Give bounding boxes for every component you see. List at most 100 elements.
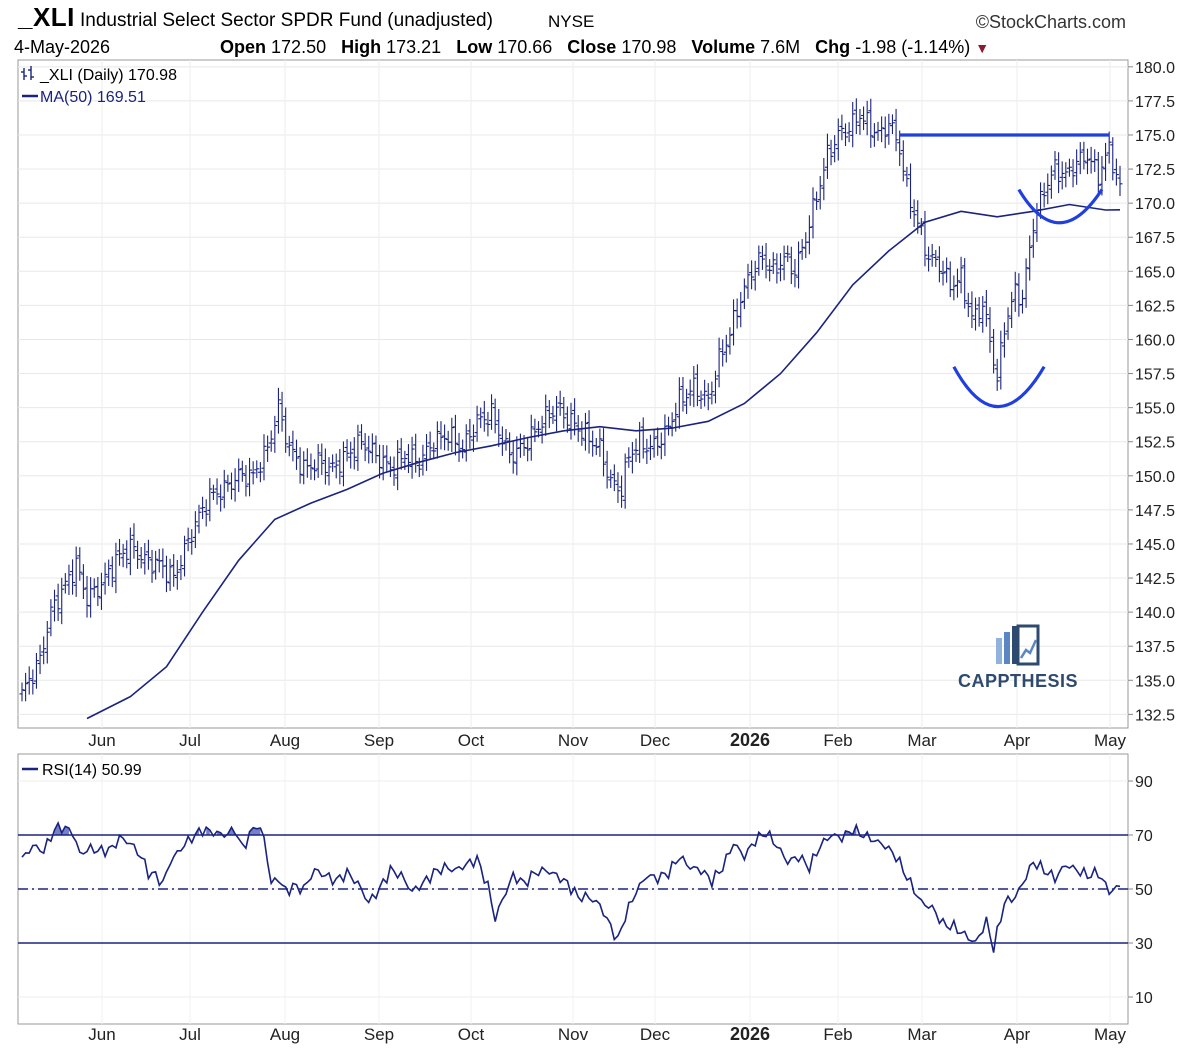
price-bar	[604, 450, 610, 489]
price-bar	[369, 433, 375, 464]
price-bar	[171, 554, 177, 587]
price-bar	[846, 122, 852, 143]
price-bar	[1056, 152, 1062, 194]
fund-name: Industrial Select Sector SPDR Fund (unad…	[80, 10, 493, 31]
price-bar	[1027, 235, 1033, 281]
price-bar	[749, 260, 755, 290]
price-bar	[218, 484, 224, 512]
price-bar	[601, 428, 607, 477]
ma50-line	[86, 203, 1121, 720]
price-bar	[763, 242, 769, 279]
x-axis-month-label: Feb	[823, 731, 852, 750]
price-bar	[330, 454, 336, 472]
price-bar	[799, 239, 805, 260]
price-bar	[900, 140, 906, 182]
price-bar	[1095, 151, 1101, 194]
price-bar	[304, 448, 310, 478]
price-bar	[843, 123, 848, 147]
price-bar	[788, 246, 794, 285]
price-bar	[554, 396, 560, 432]
ma-legend-label: MA(50) 169.51	[40, 89, 146, 106]
price-bar	[1081, 141, 1087, 170]
price-bar	[481, 400, 487, 432]
price-bar	[26, 666, 32, 695]
price-bar	[1048, 165, 1054, 199]
price-bar	[850, 102, 856, 148]
price-bar	[911, 199, 917, 227]
price-bar	[998, 330, 1004, 390]
x-axis-month-label: Jun	[88, 1025, 115, 1044]
price-bar	[427, 431, 433, 460]
price-bar	[315, 444, 321, 478]
price-bar	[131, 523, 137, 559]
price-bar	[207, 478, 213, 522]
rsi-legend-label: RSI(14) 50.99	[42, 762, 142, 779]
price-y-tick-label: 132.5	[1135, 707, 1175, 724]
price-bar	[593, 437, 599, 456]
price-bar	[337, 448, 343, 485]
price-bar	[926, 246, 932, 272]
price-bar	[59, 577, 65, 625]
price-bar	[947, 261, 953, 298]
price-bar	[66, 564, 72, 596]
price-bar	[644, 438, 650, 464]
chg-value: -1.98 (-1.14%)	[855, 37, 971, 57]
rsi-line	[21, 821, 1121, 953]
price-bar	[991, 328, 997, 374]
price-bar	[283, 407, 289, 453]
price-bar	[88, 577, 94, 618]
price-bar	[691, 366, 697, 408]
x-axis-month-label: May	[1094, 731, 1127, 750]
price-bar	[586, 410, 592, 454]
price-bar	[250, 461, 256, 485]
price-bar	[1045, 173, 1051, 205]
price-bar	[871, 123, 877, 147]
price-bar	[817, 175, 823, 210]
x-axis-month-label: Oct	[458, 731, 485, 750]
price-bar	[774, 253, 780, 284]
price-bar	[1084, 148, 1090, 175]
price-bar	[824, 133, 830, 179]
price-bar	[489, 394, 495, 430]
price-bar	[149, 549, 155, 583]
price-bar	[167, 558, 173, 591]
price-bar	[857, 108, 863, 135]
price-bar	[460, 439, 466, 459]
price-bar	[135, 540, 141, 569]
price-bar	[442, 424, 448, 451]
price-bar	[492, 398, 498, 434]
price-panel: 180.0 177.5 175.0 172.5 170.0 167.5 165.0 162.5…	[17, 59, 1175, 750]
x-axis-month-label: Jul	[179, 1025, 201, 1044]
price-bar	[861, 106, 867, 131]
x-axis-month-label: Sep	[364, 731, 394, 750]
x-axis-month-label: Jun	[88, 731, 115, 750]
price-bar	[113, 542, 119, 594]
price-bar	[889, 114, 895, 135]
price-bar	[1070, 159, 1076, 188]
price-bar	[30, 669, 36, 695]
price-bar	[886, 113, 892, 145]
high-label: High	[341, 37, 382, 57]
x-axis-month-label: Aug	[270, 1025, 300, 1044]
rsi-overbought-fills	[54, 823, 857, 835]
price-bar	[286, 435, 292, 457]
price-bar	[622, 453, 628, 509]
price-bar	[694, 364, 700, 407]
price-bar	[821, 157, 827, 201]
rsi-legend: RSI(14) 50.99	[22, 762, 142, 779]
x-axis-month-label: Dec	[640, 1025, 671, 1044]
price-bar	[532, 418, 538, 443]
price-bar	[351, 437, 357, 470]
price-bar	[192, 511, 198, 549]
price-bar	[687, 379, 693, 406]
price-bar	[980, 296, 986, 333]
price-bar	[893, 108, 899, 152]
price-bar	[1110, 137, 1116, 181]
quote-date: 4-May-2026	[14, 37, 111, 57]
price-bar	[655, 427, 661, 456]
price-bar	[95, 576, 101, 607]
price-bar	[582, 412, 588, 451]
price-bar	[319, 443, 325, 476]
